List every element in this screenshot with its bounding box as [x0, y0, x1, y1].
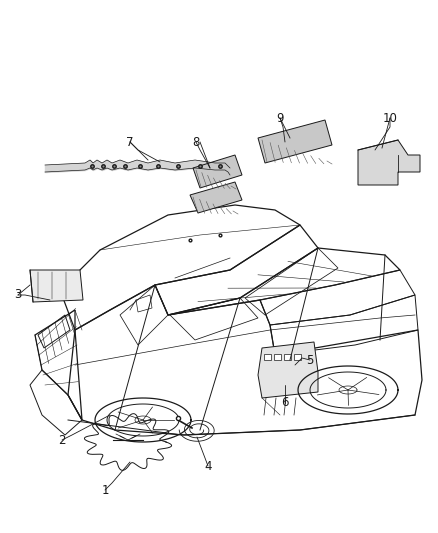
Polygon shape: [258, 342, 318, 398]
Bar: [274, 354, 281, 360]
Polygon shape: [258, 120, 332, 163]
Bar: [284, 354, 291, 360]
Text: 4: 4: [204, 459, 212, 472]
Polygon shape: [30, 270, 83, 302]
Text: 8: 8: [192, 135, 200, 149]
Text: 10: 10: [382, 111, 397, 125]
Text: 5: 5: [306, 353, 314, 367]
Text: 9: 9: [276, 111, 284, 125]
Bar: [294, 354, 301, 360]
Polygon shape: [193, 155, 242, 188]
Text: 3: 3: [14, 288, 22, 302]
Bar: [264, 354, 271, 360]
Text: 7: 7: [126, 135, 134, 149]
Text: 6: 6: [281, 397, 289, 409]
Polygon shape: [190, 182, 242, 213]
Polygon shape: [358, 140, 420, 185]
Text: 2: 2: [58, 433, 66, 447]
Text: 1: 1: [101, 483, 109, 497]
